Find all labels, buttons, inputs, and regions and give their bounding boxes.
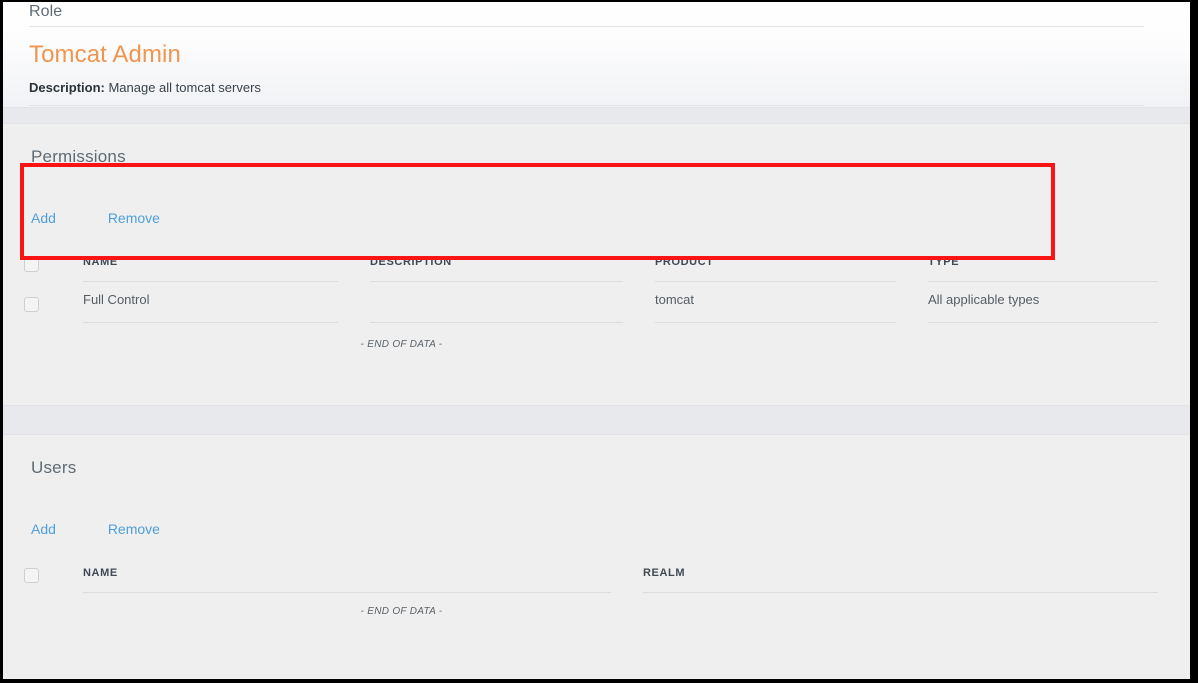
- permissions-col-product[interactable]: PRODUCT: [655, 249, 928, 285]
- breadcrumb-role: Role: [29, 3, 63, 20]
- role-description: Description: Manage all tomcat servers: [3, 80, 1190, 96]
- permissions-col-description[interactable]: DESCRIPTION: [370, 249, 655, 285]
- users-table: NAME REALM: [3, 560, 1190, 596]
- frame-border-bottom: [0, 679, 1198, 683]
- users-remove-link[interactable]: Remove: [107, 521, 160, 537]
- permissions-select-all-checkbox[interactable]: [24, 257, 39, 272]
- role-description-value: Manage all tomcat servers: [108, 80, 261, 95]
- permissions-title: Permissions: [31, 147, 126, 166]
- users-select-all-cell: [3, 560, 83, 596]
- permissions-row-checkbox[interactable]: [24, 297, 39, 312]
- users-actions: Add Remove: [3, 479, 1190, 538]
- page-title: Tomcat Admin: [29, 41, 181, 68]
- permissions-cell-name: Full Control: [83, 285, 370, 329]
- frame-border-right: [1190, 0, 1198, 683]
- users-section: Users Add Remove: [3, 435, 1190, 675]
- users-table-wrap: NAME REALM - END OF DATA -: [3, 560, 1190, 617]
- permissions-row-select-cell: [3, 285, 83, 329]
- permissions-cell-product: tomcat: [655, 285, 928, 329]
- users-select-all-checkbox[interactable]: [24, 568, 39, 583]
- permissions-col-type[interactable]: TYPE: [928, 249, 1190, 285]
- permissions-add-link[interactable]: Add: [31, 210, 56, 226]
- role-header: Role Tomcat Admin Description: Manage al…: [3, 2, 1190, 107]
- page-content: Role Tomcat Admin Description: Manage al…: [3, 2, 1190, 679]
- table-row[interactable]: Full Control tomcat All applicable types: [3, 285, 1190, 329]
- users-col-name[interactable]: NAME: [83, 560, 643, 596]
- permissions-col-name[interactable]: NAME: [83, 249, 370, 285]
- users-header-row: NAME REALM: [3, 560, 1190, 596]
- permissions-cell-type: All applicable types: [928, 285, 1190, 329]
- users-add-link[interactable]: Add: [31, 521, 56, 537]
- permissions-table-wrap: NAME DESCRIPTION PRODUCT TYPE: [3, 249, 1190, 350]
- permissions-cell-description: [370, 285, 655, 329]
- header-divider-top: [29, 26, 1144, 27]
- header-divider-bottom: [29, 105, 1144, 106]
- section-separator-band-permissions: [3, 107, 1190, 124]
- permissions-remove-link[interactable]: Remove: [107, 210, 160, 226]
- permissions-section: Permissions Add Remove: [3, 124, 1190, 405]
- users-end-of-data: - END OF DATA -: [360, 606, 443, 617]
- permissions-actions: Add Remove: [3, 168, 1190, 227]
- permissions-table: NAME DESCRIPTION PRODUCT TYPE: [3, 249, 1190, 329]
- breadcrumb: Role: [3, 2, 1190, 26]
- users-title: Users: [31, 458, 77, 477]
- permissions-select-all-cell: [3, 249, 83, 285]
- section-separator-band-users: [3, 405, 1190, 435]
- role-description-label: Description:: [29, 80, 105, 95]
- permissions-header-row: NAME DESCRIPTION PRODUCT TYPE: [3, 249, 1190, 285]
- frame-border-left: [0, 0, 3, 683]
- permissions-end-of-data: - END OF DATA -: [360, 339, 443, 350]
- users-col-realm[interactable]: REALM: [643, 560, 1190, 596]
- frame-border-top: [0, 0, 1198, 2]
